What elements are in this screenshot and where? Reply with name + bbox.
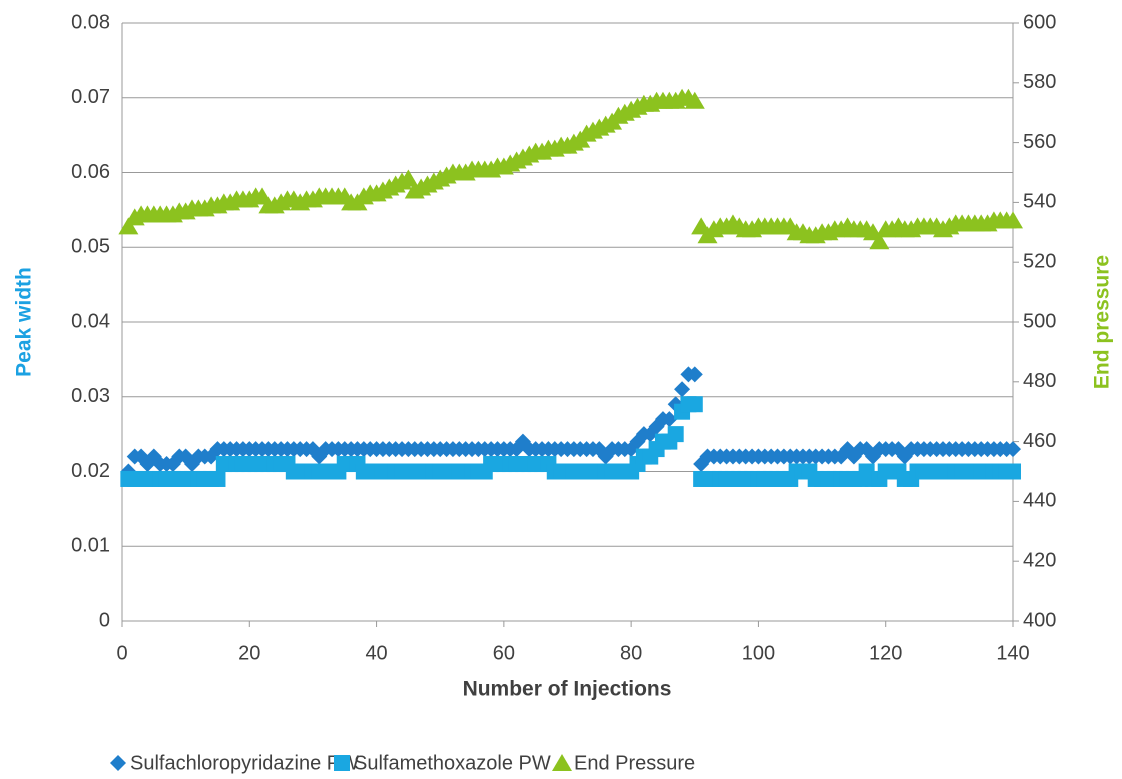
legend-marker	[110, 755, 126, 771]
legend-label: End Pressure	[574, 752, 695, 774]
y2-tick-label: 400	[1023, 609, 1056, 631]
legend-label: Sulfachloropyridazine PW	[130, 752, 359, 774]
y-tick-label: 0.01	[71, 535, 110, 557]
x-tick-label: 20	[238, 642, 260, 664]
x-tick-label: 100	[742, 642, 775, 664]
legend-label: Sulfamethoxazole PW	[354, 752, 551, 774]
point	[686, 366, 703, 383]
y2-axis-title: End pressure	[1091, 255, 1114, 389]
y2-tick-label: 560	[1023, 131, 1056, 153]
point	[1005, 441, 1021, 458]
y2-tick-label: 600	[1023, 11, 1056, 33]
legend-marker	[334, 755, 350, 771]
y2-tick-label: 500	[1023, 310, 1056, 332]
y2-tick-label: 420	[1023, 549, 1056, 571]
x-tick-label: 0	[116, 642, 127, 664]
x-tick-label: 60	[493, 642, 515, 664]
y-tick-label: 0.05	[71, 236, 110, 258]
y-tick-label: 0	[99, 609, 110, 631]
y-tick-label: 0.03	[71, 385, 110, 407]
y-tick-label: 0.06	[71, 161, 110, 183]
point	[667, 426, 684, 443]
point	[686, 396, 703, 413]
point	[661, 411, 678, 428]
y-tick-label: 0.07	[71, 86, 110, 108]
y-tick-label: 0.02	[71, 460, 110, 482]
y2-tick-label: 460	[1023, 430, 1056, 452]
point	[1005, 463, 1021, 480]
point	[869, 232, 890, 250]
y-axis-title: Peak width	[13, 267, 36, 377]
x-tick-label: 120	[869, 642, 902, 664]
x-tick-label: 40	[365, 642, 387, 664]
y2-tick-label: 440	[1023, 490, 1056, 512]
y2-tick-label: 520	[1023, 250, 1056, 272]
point	[398, 169, 419, 187]
y2-tick-label: 540	[1023, 191, 1056, 213]
point	[1003, 211, 1023, 229]
point	[209, 470, 226, 487]
x-tick-label: 80	[620, 642, 642, 664]
point	[684, 91, 705, 109]
x-axis-title: Number of Injections	[463, 678, 672, 701]
y-tick-label: 0.08	[71, 11, 110, 33]
x-tick-label: 140	[996, 642, 1029, 664]
y2-tick-label: 480	[1023, 370, 1056, 392]
y2-tick-label: 580	[1023, 71, 1056, 93]
point	[674, 381, 691, 398]
y-tick-label: 0.04	[71, 310, 110, 332]
legend-marker	[552, 754, 572, 771]
point	[118, 217, 139, 235]
